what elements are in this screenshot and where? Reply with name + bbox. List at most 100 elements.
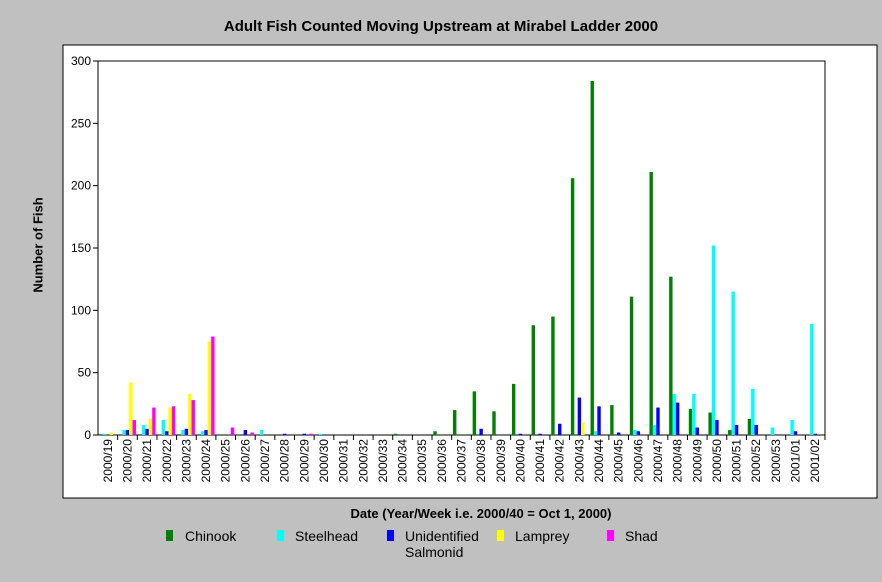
x-axis-label: Date (Year/Week i.e. 2000/40 = Oct 1, 20… [350,506,612,521]
bar-lamprey [109,432,113,435]
x-tick-label: 2000/24 [199,439,213,483]
plot-area [97,60,826,436]
bar-chinook [433,431,437,435]
bar-chinook [472,391,477,435]
bar-unidentified-salmonid [813,433,817,435]
bar-lamprey [581,422,585,435]
bar-unidentified-salmonid [125,430,130,435]
x-tick-label: 2000/49 [690,439,704,483]
x-tick-label: 2000/51 [730,439,744,483]
x-tick-label: 2000/34 [396,439,410,483]
bar-chinook [747,418,752,435]
x-tick-label: 2000/43 [572,439,586,483]
bar-steelhead [142,425,146,435]
bar-unidentified-salmonid [636,431,641,435]
bar-unidentified-salmonid [558,423,562,435]
bar-unidentified-salmonid [302,433,307,435]
bar-steelhead [122,430,126,435]
x-tick-label: 2000/46 [631,439,645,483]
bar-unidentified-salmonid [597,406,601,435]
bar-shad [191,400,195,435]
bar-shad [132,420,136,435]
x-tick-label: 2001/01 [789,439,803,483]
bar-lamprey [148,418,153,435]
bar-lamprey [207,341,212,435]
bar-unidentified-salmonid [793,431,798,435]
x-tick-label: 2000/32 [356,439,370,483]
x-tick-label: 2000/26 [238,439,252,483]
x-tick-label: 2000/30 [317,439,331,483]
bar-chinook [728,430,732,435]
legend-label-lamprey: Lamprey [515,528,570,544]
bar-steelhead [751,388,755,435]
bar-lamprey [129,382,133,435]
x-tick-label: 2000/28 [278,439,292,483]
chart-title: Adult Fish Counted Moving Upstream at Mi… [223,18,659,35]
bar-unidentified-salmonid [734,425,739,435]
x-tick-label: 2000/44 [592,439,606,483]
bar-unidentified-salmonid [243,430,248,435]
x-tick-label: 2000/20 [120,439,134,483]
bar-shad [309,433,313,435]
bar-shad [211,336,215,435]
bar-chinook [688,408,693,435]
bar-unidentified-salmonid [656,407,660,435]
bar-unidentified-salmonid [204,430,208,435]
bar-steelhead [711,245,716,435]
bar-steelhead [672,393,676,435]
bar-steelhead [181,430,185,435]
x-tick-label: 2000/41 [533,439,547,483]
bar-chinook [629,296,634,435]
y-tick-label: 50 [78,366,92,380]
bar-lamprey [168,407,172,435]
legend-label-unidentified-salmonid: Unidentified Salmonid [405,528,479,560]
bar-unidentified-salmonid [184,428,189,435]
bar-chinook [511,383,516,435]
bar-steelhead [770,427,775,435]
x-tick-label: 2000/39 [494,439,508,483]
legend-label-steelhead: Steelhead [295,528,359,544]
legend-label-shad: Shad [625,528,658,544]
legend-swatch-chinook [166,530,173,541]
y-tick-label: 0 [84,428,91,442]
bar-unidentified-salmonid [145,428,149,435]
bar-chinook [669,276,673,435]
x-tick-label: 2000/27 [258,439,272,483]
x-tick-label: 2000/25 [219,439,233,483]
x-tick-label: 2001/02 [808,439,822,483]
x-tick-label: 2000/31 [337,439,351,483]
legend-swatch-shad [607,530,614,541]
bar-steelhead [652,425,657,435]
x-tick-label: 2000/33 [376,439,390,483]
bar-chinook [610,405,614,435]
x-tick-label: 2000/53 [769,439,783,483]
x-tick-label: 2000/45 [612,439,626,483]
x-tick-label: 2000/50 [710,439,724,483]
bar-chinook [492,411,496,435]
bar-chinook [531,325,535,435]
bar-chinook [649,171,653,435]
y-tick-label: 150 [71,241,91,255]
bar-steelhead [692,393,696,435]
y-tick-label: 100 [71,303,91,317]
bar-steelhead [200,431,205,435]
bar-shad [250,432,254,435]
y-tick-label: 250 [71,116,91,130]
bar-steelhead [810,324,814,435]
bar-shad [171,406,176,435]
bar-steelhead [259,430,264,435]
bar-unidentified-salmonid [695,427,699,435]
bar-unidentified-salmonid [282,433,287,435]
bar-unidentified-salmonid [538,433,542,435]
bar-unidentified-salmonid [479,428,483,435]
x-tick-label: 2000/40 [513,439,527,483]
x-tick-label: 2000/22 [160,439,174,483]
bar-steelhead [102,433,107,435]
bar-chinook [590,80,594,436]
bar-unidentified-salmonid [165,431,169,435]
bar-chinook [394,433,398,435]
x-tick-label: 2000/29 [297,439,311,483]
bar-unidentified-salmonid [616,432,621,435]
bar-steelhead [318,433,323,435]
x-tick-label: 2000/48 [671,439,685,483]
